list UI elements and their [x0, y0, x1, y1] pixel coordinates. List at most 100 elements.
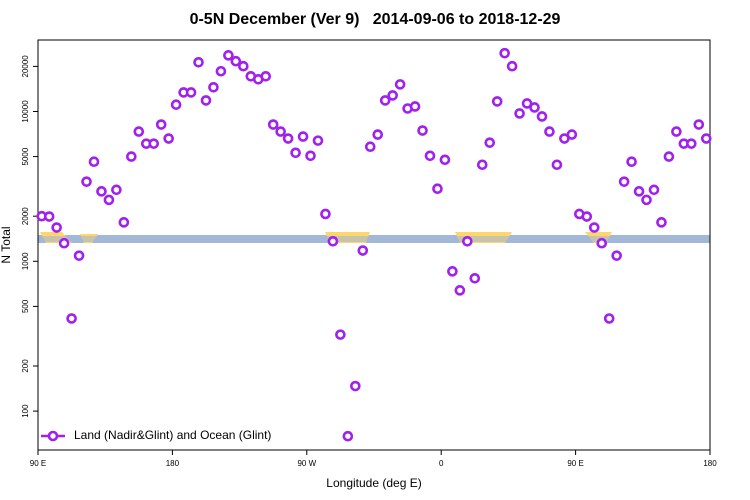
- point: [230, 55, 242, 67]
- point: [170, 99, 182, 110]
- point: [357, 245, 369, 256]
- point: [618, 176, 630, 187]
- point: [648, 184, 660, 196]
- point: [327, 235, 339, 247]
- point: [372, 129, 384, 140]
- point: [290, 147, 301, 159]
- point: [566, 129, 578, 140]
- point: [350, 380, 361, 392]
- point: [379, 95, 391, 106]
- x-tick-label: 180: [703, 459, 717, 468]
- point: [700, 133, 712, 144]
- point: [73, 250, 85, 261]
- point: [641, 194, 652, 206]
- point: [223, 50, 234, 61]
- legend-label: Land (Nadir&Glint) and Ocean (Glint): [74, 428, 271, 442]
- point: [238, 60, 249, 72]
- point: [51, 222, 62, 233]
- point: [155, 119, 167, 130]
- point: [267, 119, 279, 130]
- point: [409, 101, 421, 112]
- point: [476, 159, 488, 171]
- x-tick-label: 90 W: [297, 459, 316, 468]
- point: [43, 211, 55, 222]
- point: [491, 96, 503, 107]
- x-tick-label: 0: [439, 459, 444, 468]
- point: [297, 131, 309, 142]
- point: [364, 141, 376, 152]
- point: [424, 150, 436, 162]
- point: [103, 194, 115, 206]
- point: [447, 266, 458, 277]
- point: [260, 71, 272, 82]
- point: [66, 313, 77, 324]
- point: [387, 90, 398, 101]
- point: [282, 133, 294, 144]
- point: [126, 151, 137, 162]
- point: [581, 211, 593, 222]
- y-tick-label: 100: [21, 404, 30, 418]
- point: [506, 60, 518, 72]
- y-tick-label: 5000: [21, 147, 30, 165]
- point: [588, 222, 600, 233]
- land-mask: [38, 232, 710, 243]
- point: [133, 126, 145, 137]
- point: [529, 102, 540, 113]
- point: [432, 183, 443, 195]
- point: [499, 47, 510, 59]
- point: [656, 217, 667, 228]
- point: [686, 138, 697, 149]
- point: [462, 235, 473, 247]
- point: [193, 56, 204, 68]
- point: [514, 108, 525, 119]
- legend-marker: [47, 430, 59, 442]
- point: [335, 329, 346, 340]
- y-tick-label: 2000: [21, 207, 30, 225]
- point: [148, 138, 160, 149]
- point: [469, 272, 481, 284]
- point: [454, 285, 466, 296]
- point: [671, 126, 682, 137]
- y-axis-label: N Total: [0, 226, 13, 263]
- y-tick-label: 500: [21, 299, 30, 313]
- point: [439, 154, 451, 166]
- point: [693, 119, 705, 130]
- point: [633, 186, 645, 197]
- point: [596, 237, 608, 249]
- point: [88, 156, 100, 168]
- x-tick-label: 90 E: [567, 459, 583, 468]
- x-tick-label: 90 E: [30, 459, 46, 468]
- point: [200, 95, 212, 106]
- point: [163, 133, 174, 144]
- y-tick-label: 200: [21, 359, 30, 373]
- point: [484, 137, 496, 148]
- point: [312, 135, 324, 146]
- point: [215, 65, 227, 77]
- plot-frame: [37, 39, 711, 451]
- point: [611, 250, 622, 261]
- y-tick-label: 10000: [21, 100, 30, 123]
- point: [118, 217, 130, 228]
- point: [626, 156, 637, 168]
- point: [275, 126, 286, 137]
- point: [663, 151, 675, 162]
- point: [81, 176, 92, 187]
- point: [96, 186, 107, 197]
- y-tick-label: 1000: [21, 252, 30, 270]
- point: [342, 430, 354, 442]
- point: [305, 150, 316, 162]
- point: [603, 313, 615, 324]
- point: [536, 111, 548, 122]
- point: [417, 125, 428, 136]
- x-tick-label: 180: [166, 459, 180, 468]
- point: [544, 126, 555, 137]
- point: [111, 184, 122, 196]
- x-axis-label: Longitude (deg E): [326, 476, 421, 490]
- point: [320, 208, 331, 220]
- chart-title: 0-5N December (Ver 9) 2014-09-06 to 2018…: [190, 11, 561, 28]
- y-tick-label: 20000: [21, 55, 30, 78]
- point: [185, 87, 197, 98]
- point: [394, 79, 406, 90]
- point: [208, 82, 219, 93]
